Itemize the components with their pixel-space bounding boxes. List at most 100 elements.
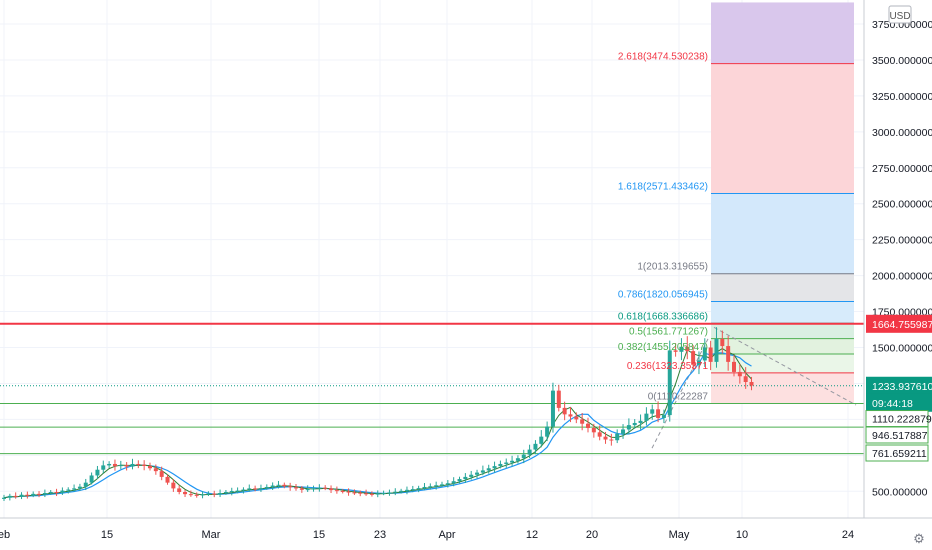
currency-badge[interactable] [888,5,912,24]
candle-body [171,482,176,489]
candle-body [136,463,141,465]
fib-zone [711,372,854,404]
candle-body [159,471,164,477]
support-badge-2[interactable] [865,426,929,444]
candle-body [2,497,6,499]
support-badge-1-label: 1110.222879 [872,414,932,426]
candle-body [679,346,684,352]
time-scale-label: 23 [374,529,386,541]
countdown-badge[interactable] [866,393,932,412]
price-scale-label: 3000.000000 [872,127,932,139]
candle-body [317,487,322,489]
candle-body [206,493,211,495]
fib-label: 1.618(2571.433462) [618,181,708,192]
candle-body [83,482,88,487]
candle-body [153,468,158,472]
candle-body [311,488,316,490]
fib-label: 1(2013.319655) [637,262,708,273]
trendline[interactable] [713,326,857,406]
horizontal-levels [0,322,864,455]
candle-body [329,488,334,491]
fib-zone [711,323,854,339]
candle-body [60,490,65,493]
candle-body [428,486,433,488]
time-scale-label: 20 [586,529,598,541]
candle-body [118,465,123,467]
candle-body [451,481,456,484]
price-scale-label: 2750.000000 [872,163,932,175]
candle-body [393,491,398,493]
candle-body [112,463,117,467]
candle-body [475,472,480,475]
fib-label: 0.618(1668.336686) [618,311,708,322]
time-scale-labels[interactable]: eb 15 Mar 15 23 Apr 12 20 May 10 24 [0,529,854,541]
candle-body [603,436,608,440]
candle-body [580,419,585,424]
last-price-badge-label: 1233.937610 [872,381,932,393]
candle-body [165,476,170,483]
fib-extension-zones [711,2,854,405]
candle-body [258,488,263,490]
price-scale-label: 500.000000 [872,486,928,498]
fib-zone [711,338,854,354]
candle-body [422,486,427,489]
candle-body [691,351,696,365]
candle-body [609,439,614,441]
candle-body [218,493,223,495]
time-scale-label: 15 [101,529,113,541]
price-badges: 1664.755987 1233.937610 09:44:18 1110.22287… [865,314,932,462]
candle-body [404,489,409,491]
candle-body [288,486,293,488]
price-scale-label: 2500.000000 [872,199,932,211]
candle-body [282,484,287,487]
candle-body [720,338,725,347]
trendlines [651,326,857,449]
candle-body [510,460,515,463]
candle-body [732,361,736,372]
fib-labels: 2.618(3474.530238) 1.618(2571.433462) 1(20… [618,52,709,403]
candle-body [597,432,602,437]
candle-body [749,382,754,386]
candle-body [270,485,275,487]
candle-body [696,360,701,365]
fib-zone [711,301,854,324]
candlestick-series [2,327,754,501]
candle-body [130,463,135,467]
candle-body [358,492,363,494]
candle-body [346,491,351,493]
candle-body [334,490,339,492]
candle-body [650,409,655,414]
candle-body [229,490,234,492]
fib-zone [711,63,854,194]
last-price-badge[interactable] [866,376,932,395]
fib-label: 2.618(3474.530238) [618,52,708,63]
candle-body [533,443,538,450]
support-badge-3[interactable] [865,444,929,462]
candle-body [434,485,439,487]
candle-body [200,494,205,496]
fib-zone [711,353,854,373]
candle-body [644,413,649,421]
candle-body [42,493,47,495]
candle-body [515,458,520,461]
support-badge-3-label: 761.659211 [872,448,927,460]
price-scale-label: 2000.000000 [872,271,932,283]
candle-body [31,493,36,496]
candle-body [661,415,666,418]
candle-body [562,407,567,415]
candle-body [416,488,421,490]
resistance-price-badge-label: 1664.755987 [872,319,932,331]
candle-body [253,488,258,490]
candle-body [480,470,485,473]
gear-icon[interactable]: ⚙ [913,531,925,546]
candle-body [352,492,357,494]
candle-body [381,493,386,495]
candle-body [539,436,544,444]
candle-body [469,474,474,477]
candle-body [183,491,188,495]
candle-body [299,488,304,490]
candle-body [615,433,620,441]
candle-body [142,464,147,466]
resistance-price-badge[interactable] [866,314,932,333]
